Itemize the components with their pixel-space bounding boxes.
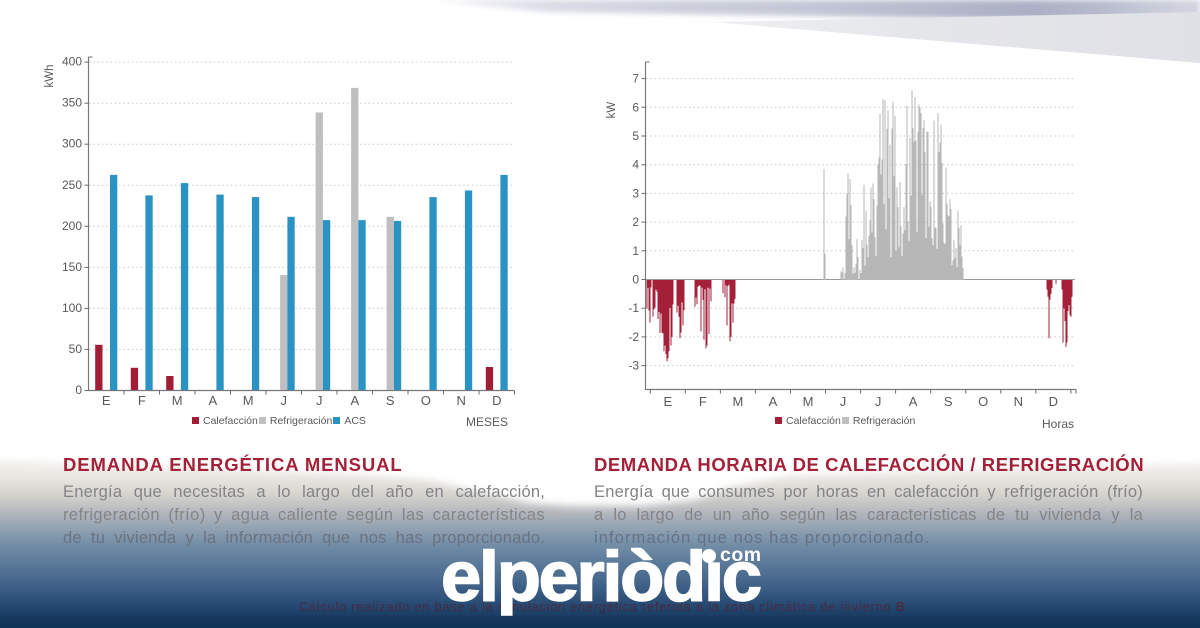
svg-text:M: M [172,393,183,408]
svg-text:200: 200 [62,219,82,233]
svg-text:M: M [732,394,743,409]
svg-text:D: D [1049,394,1058,409]
svg-text:100: 100 [62,301,82,315]
svg-text:O: O [421,393,431,408]
svg-text:E: E [102,393,111,408]
svg-text:A: A [350,393,359,408]
svg-text:kW: kW [606,102,618,119]
svg-text:N: N [457,393,466,408]
svg-text:3: 3 [632,186,639,200]
svg-text:M: M [243,393,254,408]
svg-text:A: A [208,393,217,408]
svg-text:5: 5 [632,129,639,143]
svg-text:400: 400 [62,55,82,69]
svg-text:2: 2 [632,215,639,229]
svg-text:F: F [138,393,146,408]
svg-text:350: 350 [62,96,82,110]
svg-text:0: 0 [75,383,82,397]
svg-text:150: 150 [62,260,82,274]
svg-text:0: 0 [632,273,639,287]
svg-text:250: 250 [62,178,82,192]
svg-text:-3: -3 [628,359,639,373]
svg-text:1: 1 [632,244,639,258]
svg-text:6: 6 [632,100,639,114]
svg-text:J: J [840,394,847,409]
svg-text:50: 50 [69,342,83,356]
svg-text:300: 300 [62,137,82,151]
svg-text:M: M [803,394,814,409]
svg-text:-1: -1 [628,301,639,315]
svg-text:O: O [978,394,988,409]
svg-text:F: F [699,394,707,409]
svg-text:J: J [875,394,882,409]
svg-text:J: J [281,393,288,408]
svg-text:S: S [944,394,953,409]
svg-text:A: A [769,394,778,409]
svg-text:S: S [386,393,395,408]
svg-text:N: N [1014,394,1023,409]
svg-text:A: A [909,394,918,409]
svg-text:E: E [663,394,672,409]
svg-text:4: 4 [632,158,639,172]
svg-text:D: D [492,393,501,408]
svg-text:kWh: kWh [44,65,56,88]
svg-text:7: 7 [632,72,639,86]
svg-text:J: J [316,393,323,408]
svg-text:-2: -2 [628,330,639,344]
